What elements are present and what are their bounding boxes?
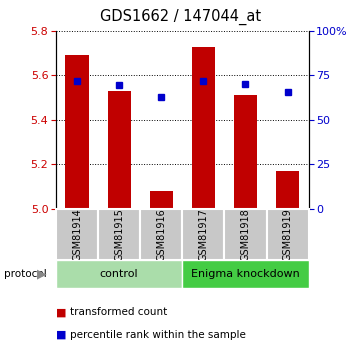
Bar bbox=[192, 47, 215, 209]
Text: Enigma knockdown: Enigma knockdown bbox=[191, 269, 300, 279]
Text: GSM81918: GSM81918 bbox=[240, 208, 251, 261]
Text: ■: ■ bbox=[56, 330, 66, 339]
Text: GSM81917: GSM81917 bbox=[198, 208, 208, 261]
Bar bbox=[225, 209, 266, 260]
Text: ▶: ▶ bbox=[37, 268, 46, 281]
Text: protocol: protocol bbox=[4, 269, 46, 279]
Text: percentile rank within the sample: percentile rank within the sample bbox=[70, 330, 246, 339]
Text: ■: ■ bbox=[56, 307, 66, 317]
Bar bbox=[182, 260, 309, 288]
Bar bbox=[140, 209, 182, 260]
Bar bbox=[98, 209, 140, 260]
Bar bbox=[108, 91, 131, 209]
Bar bbox=[56, 209, 98, 260]
Text: GSM81915: GSM81915 bbox=[114, 208, 124, 261]
Bar bbox=[65, 56, 88, 209]
Text: control: control bbox=[100, 269, 138, 279]
Bar bbox=[234, 96, 257, 209]
Text: GSM81916: GSM81916 bbox=[156, 208, 166, 261]
Text: GSM81919: GSM81919 bbox=[283, 208, 293, 261]
Bar bbox=[150, 191, 173, 209]
Bar bbox=[266, 209, 309, 260]
Text: GSM81914: GSM81914 bbox=[72, 208, 82, 261]
Bar bbox=[276, 171, 299, 209]
Text: transformed count: transformed count bbox=[70, 307, 168, 317]
Text: GDS1662 / 147044_at: GDS1662 / 147044_at bbox=[100, 9, 261, 25]
Bar bbox=[56, 260, 182, 288]
Bar bbox=[182, 209, 225, 260]
